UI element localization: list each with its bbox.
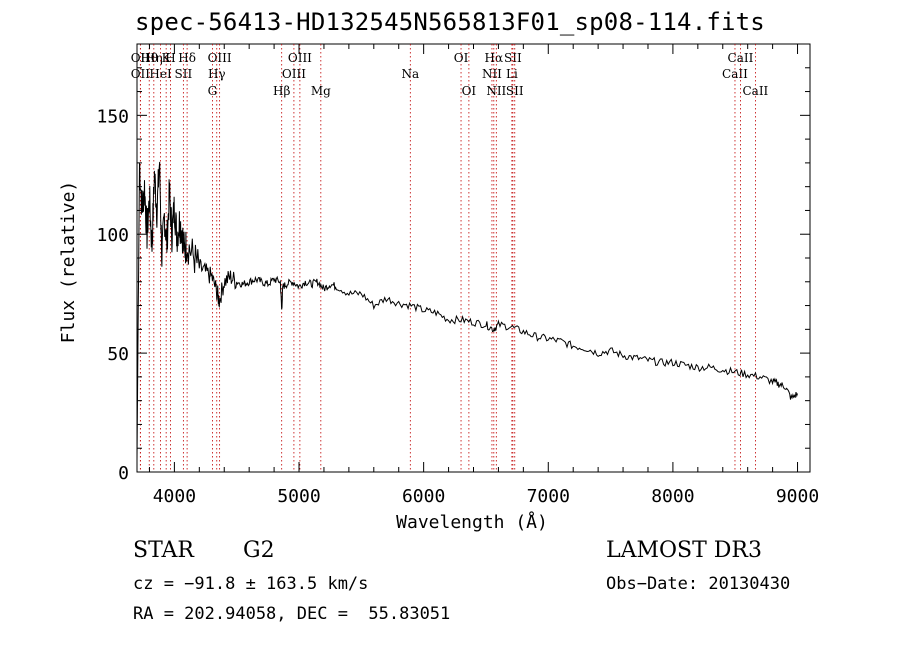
line-label: OII [131,67,151,81]
line-label: OI [454,51,469,65]
line-label: OIII [282,67,306,81]
line-label: Hβ [273,84,290,98]
line-label: SII [506,84,524,98]
line-label: HeI [149,67,172,81]
x-tick-label: 4000 [153,486,196,507]
line-label: Li [506,67,518,81]
survey-name: LAMOST DR3 [606,538,762,563]
y-tick-label: 100 [96,225,129,246]
line-label: Na [401,67,419,81]
line-label: OI [462,84,477,98]
line-label: SII [504,51,522,65]
line-label: CaII [722,67,748,81]
line-label: G [208,84,218,98]
y-tick-label: 0 [118,463,129,484]
line-label: H [165,51,175,65]
x-tick-label: 7000 [527,486,570,507]
line-label: Mg [311,84,331,98]
y-axis-label: Flux (relative) [58,181,79,344]
chart-title: spec-56413-HD132545N565813F01_sp08-114.f… [135,8,765,36]
line-label: SII [175,67,193,81]
y-tick-label: 150 [96,106,129,127]
x-tick-label: 5000 [277,486,320,507]
line-label: Hγ [208,67,226,81]
line-label: NII [486,84,506,98]
line-label: CaII [728,51,754,65]
x-tick-label: 9000 [776,486,819,507]
line-label: Hδ [178,51,196,65]
plot-frame [136,43,811,473]
x-tick-label: 6000 [402,486,445,507]
x-axis-label: Wavelength (Å) [396,511,548,533]
observation-date: Obs−Date: 20130430 [606,574,791,594]
line-label: Hα [485,51,504,65]
spectrum-line [136,161,798,461]
line-label: CaII [742,84,768,98]
line-label: Hη [145,51,163,65]
object-class: STAR [133,538,194,563]
line-label: K [162,51,172,65]
object-subclass: G2 [243,538,275,563]
line-label: NII [482,67,502,81]
line-label: OIII [208,51,232,65]
y-tick-label: 50 [107,344,129,365]
x-tick-label: 8000 [651,486,694,507]
redshift-velocity: cz = −91.8 ± 163.5 km/s [133,574,369,594]
line-label: OIII [288,51,312,65]
line-label: OII [131,51,151,65]
ra-dec: RA = 202.94058, DEC = 55.83051 [133,604,451,624]
